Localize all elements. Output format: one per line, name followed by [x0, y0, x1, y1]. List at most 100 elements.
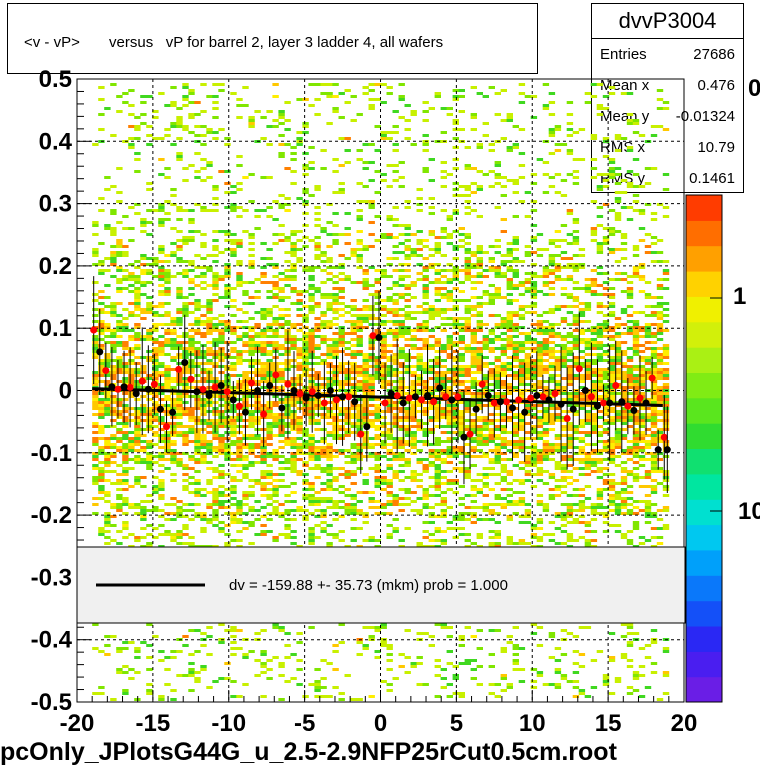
histogram-cell — [188, 629, 195, 632]
histogram-cell — [410, 452, 417, 455]
histogram-cell — [284, 323, 291, 326]
histogram-cell — [194, 446, 201, 449]
histogram-cell — [260, 476, 267, 479]
histogram-cell — [296, 137, 303, 140]
histogram-cell — [500, 185, 507, 188]
histogram-cell — [512, 425, 519, 428]
histogram-cell — [344, 377, 351, 380]
histogram-cell — [296, 239, 303, 242]
histogram-cell — [326, 485, 333, 488]
histogram-cell — [272, 512, 279, 515]
histogram-cell — [302, 413, 309, 416]
histogram-cell — [446, 347, 453, 350]
histogram-cell — [110, 395, 117, 398]
histogram-cell — [212, 476, 219, 479]
histogram-cell — [236, 518, 243, 521]
histogram-cell — [260, 524, 267, 527]
histogram-cell — [416, 425, 423, 428]
histogram-cell — [278, 314, 285, 317]
histogram-cell — [140, 512, 147, 515]
histogram-cell — [170, 101, 177, 104]
histogram-cell — [230, 647, 237, 650]
histogram-cell — [518, 395, 526, 398]
histogram-cell — [188, 425, 195, 428]
histogram-cell — [182, 272, 189, 275]
histogram-cell — [362, 92, 369, 95]
histogram-cell — [152, 506, 159, 509]
histogram-cell — [176, 398, 183, 401]
histogram-cell — [440, 482, 447, 485]
histogram-cell — [152, 341, 159, 344]
histogram-cell — [284, 308, 291, 311]
histogram-cell — [374, 467, 381, 470]
histogram-cell — [524, 470, 532, 473]
histogram-cell — [518, 491, 526, 494]
histogram-cell — [464, 317, 471, 320]
histogram-cell — [500, 362, 507, 365]
histogram-cell — [242, 359, 249, 362]
histogram-cell — [200, 344, 207, 347]
histogram-cell — [248, 650, 255, 653]
histogram-cell — [212, 524, 219, 527]
histogram-cell — [176, 245, 183, 248]
histogram-cell — [494, 92, 501, 95]
histogram-cell — [134, 296, 141, 299]
histogram-cell — [356, 371, 363, 374]
histogram-cell — [344, 503, 351, 506]
histogram-cell — [488, 683, 495, 686]
histogram-cell — [176, 536, 183, 539]
histogram-cell — [494, 377, 501, 380]
histogram-cell — [152, 485, 159, 488]
histogram-cell — [404, 305, 411, 308]
histogram-cell — [290, 287, 297, 290]
histogram-cell — [422, 344, 429, 347]
histogram-cell — [404, 326, 411, 329]
histogram-cell — [320, 314, 327, 317]
histogram-cell — [392, 338, 399, 341]
histogram-cell — [362, 320, 369, 323]
histogram-cell — [374, 656, 381, 659]
histogram-cell — [428, 449, 435, 452]
histogram-cell — [440, 374, 447, 377]
histogram-cell — [350, 497, 357, 500]
histogram-cell — [500, 386, 507, 389]
histogram-cell — [356, 452, 363, 455]
histogram-cell — [506, 419, 513, 422]
histogram-cell — [512, 653, 519, 656]
histogram-cell — [92, 371, 99, 374]
histogram-cell — [476, 356, 483, 359]
histogram-cell — [188, 491, 195, 494]
histogram-cell — [356, 200, 363, 203]
histogram-cell — [182, 401, 189, 404]
histogram-cell — [494, 533, 501, 536]
histogram-cell — [242, 473, 249, 476]
histogram-cell — [122, 380, 129, 383]
histogram-cell — [356, 239, 363, 242]
histogram-cell — [374, 404, 381, 407]
histogram-cell — [350, 383, 357, 386]
histogram-cell — [512, 431, 519, 434]
histogram-cell — [212, 254, 219, 257]
histogram-cell — [110, 455, 117, 458]
histogram-cell — [200, 422, 207, 425]
histogram-cell — [380, 308, 387, 311]
histogram-cell — [464, 407, 471, 410]
histogram-cell — [362, 482, 369, 485]
histogram-cell — [314, 242, 321, 245]
histogram-cell — [392, 497, 399, 500]
histogram-cell — [200, 494, 207, 497]
histogram-cell — [158, 293, 165, 296]
histogram-cell — [164, 431, 171, 434]
histogram-cell — [494, 521, 501, 524]
histogram-cell — [158, 218, 165, 221]
histogram-cell — [320, 293, 327, 296]
histogram-cell — [476, 536, 483, 539]
histogram-cell — [362, 380, 369, 383]
histogram-cell — [320, 383, 327, 386]
stats-key: Mean x — [600, 77, 650, 94]
histogram-cell — [278, 308, 285, 311]
histogram-cell — [308, 482, 315, 485]
histogram-cell — [242, 476, 249, 479]
histogram-cell — [122, 371, 129, 374]
histogram-cell — [242, 371, 249, 374]
